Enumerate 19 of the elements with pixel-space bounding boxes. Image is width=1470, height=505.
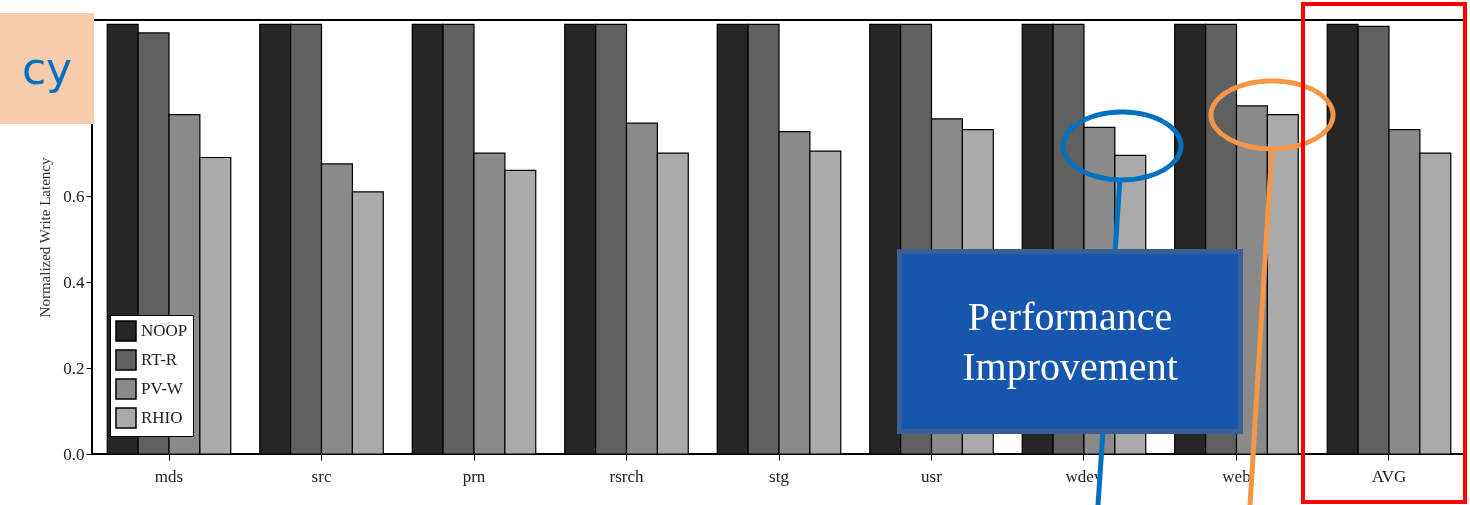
label-box: cy (0, 13, 94, 124)
legend-label: RT-R (141, 350, 178, 369)
y-tick-label: 0.4 (63, 272, 85, 292)
y-tick-label: 0.2 (63, 358, 85, 378)
x-tick-label: usr (921, 466, 943, 486)
y-axis-title: Normalized Write Latency (37, 157, 54, 318)
x-tick-label: prn (462, 466, 486, 486)
y-tick-label: 0.6 (63, 186, 85, 206)
x-tick-label: rsrch (609, 466, 644, 486)
label-box: Performance Improvement (897, 249, 1243, 434)
legend-label: RHIO (141, 408, 183, 427)
x-tick-label: src (311, 466, 332, 486)
x-tick-label: stg (769, 466, 790, 486)
y-tick-label: 0.0 (63, 444, 85, 464)
x-tick-label: web (1222, 466, 1251, 486)
x-tick-label: AVG (1371, 466, 1407, 486)
legend-label: NOOP (141, 321, 188, 340)
legend-label: PV-W (141, 379, 184, 398)
x-tick-label: mds (154, 466, 184, 486)
